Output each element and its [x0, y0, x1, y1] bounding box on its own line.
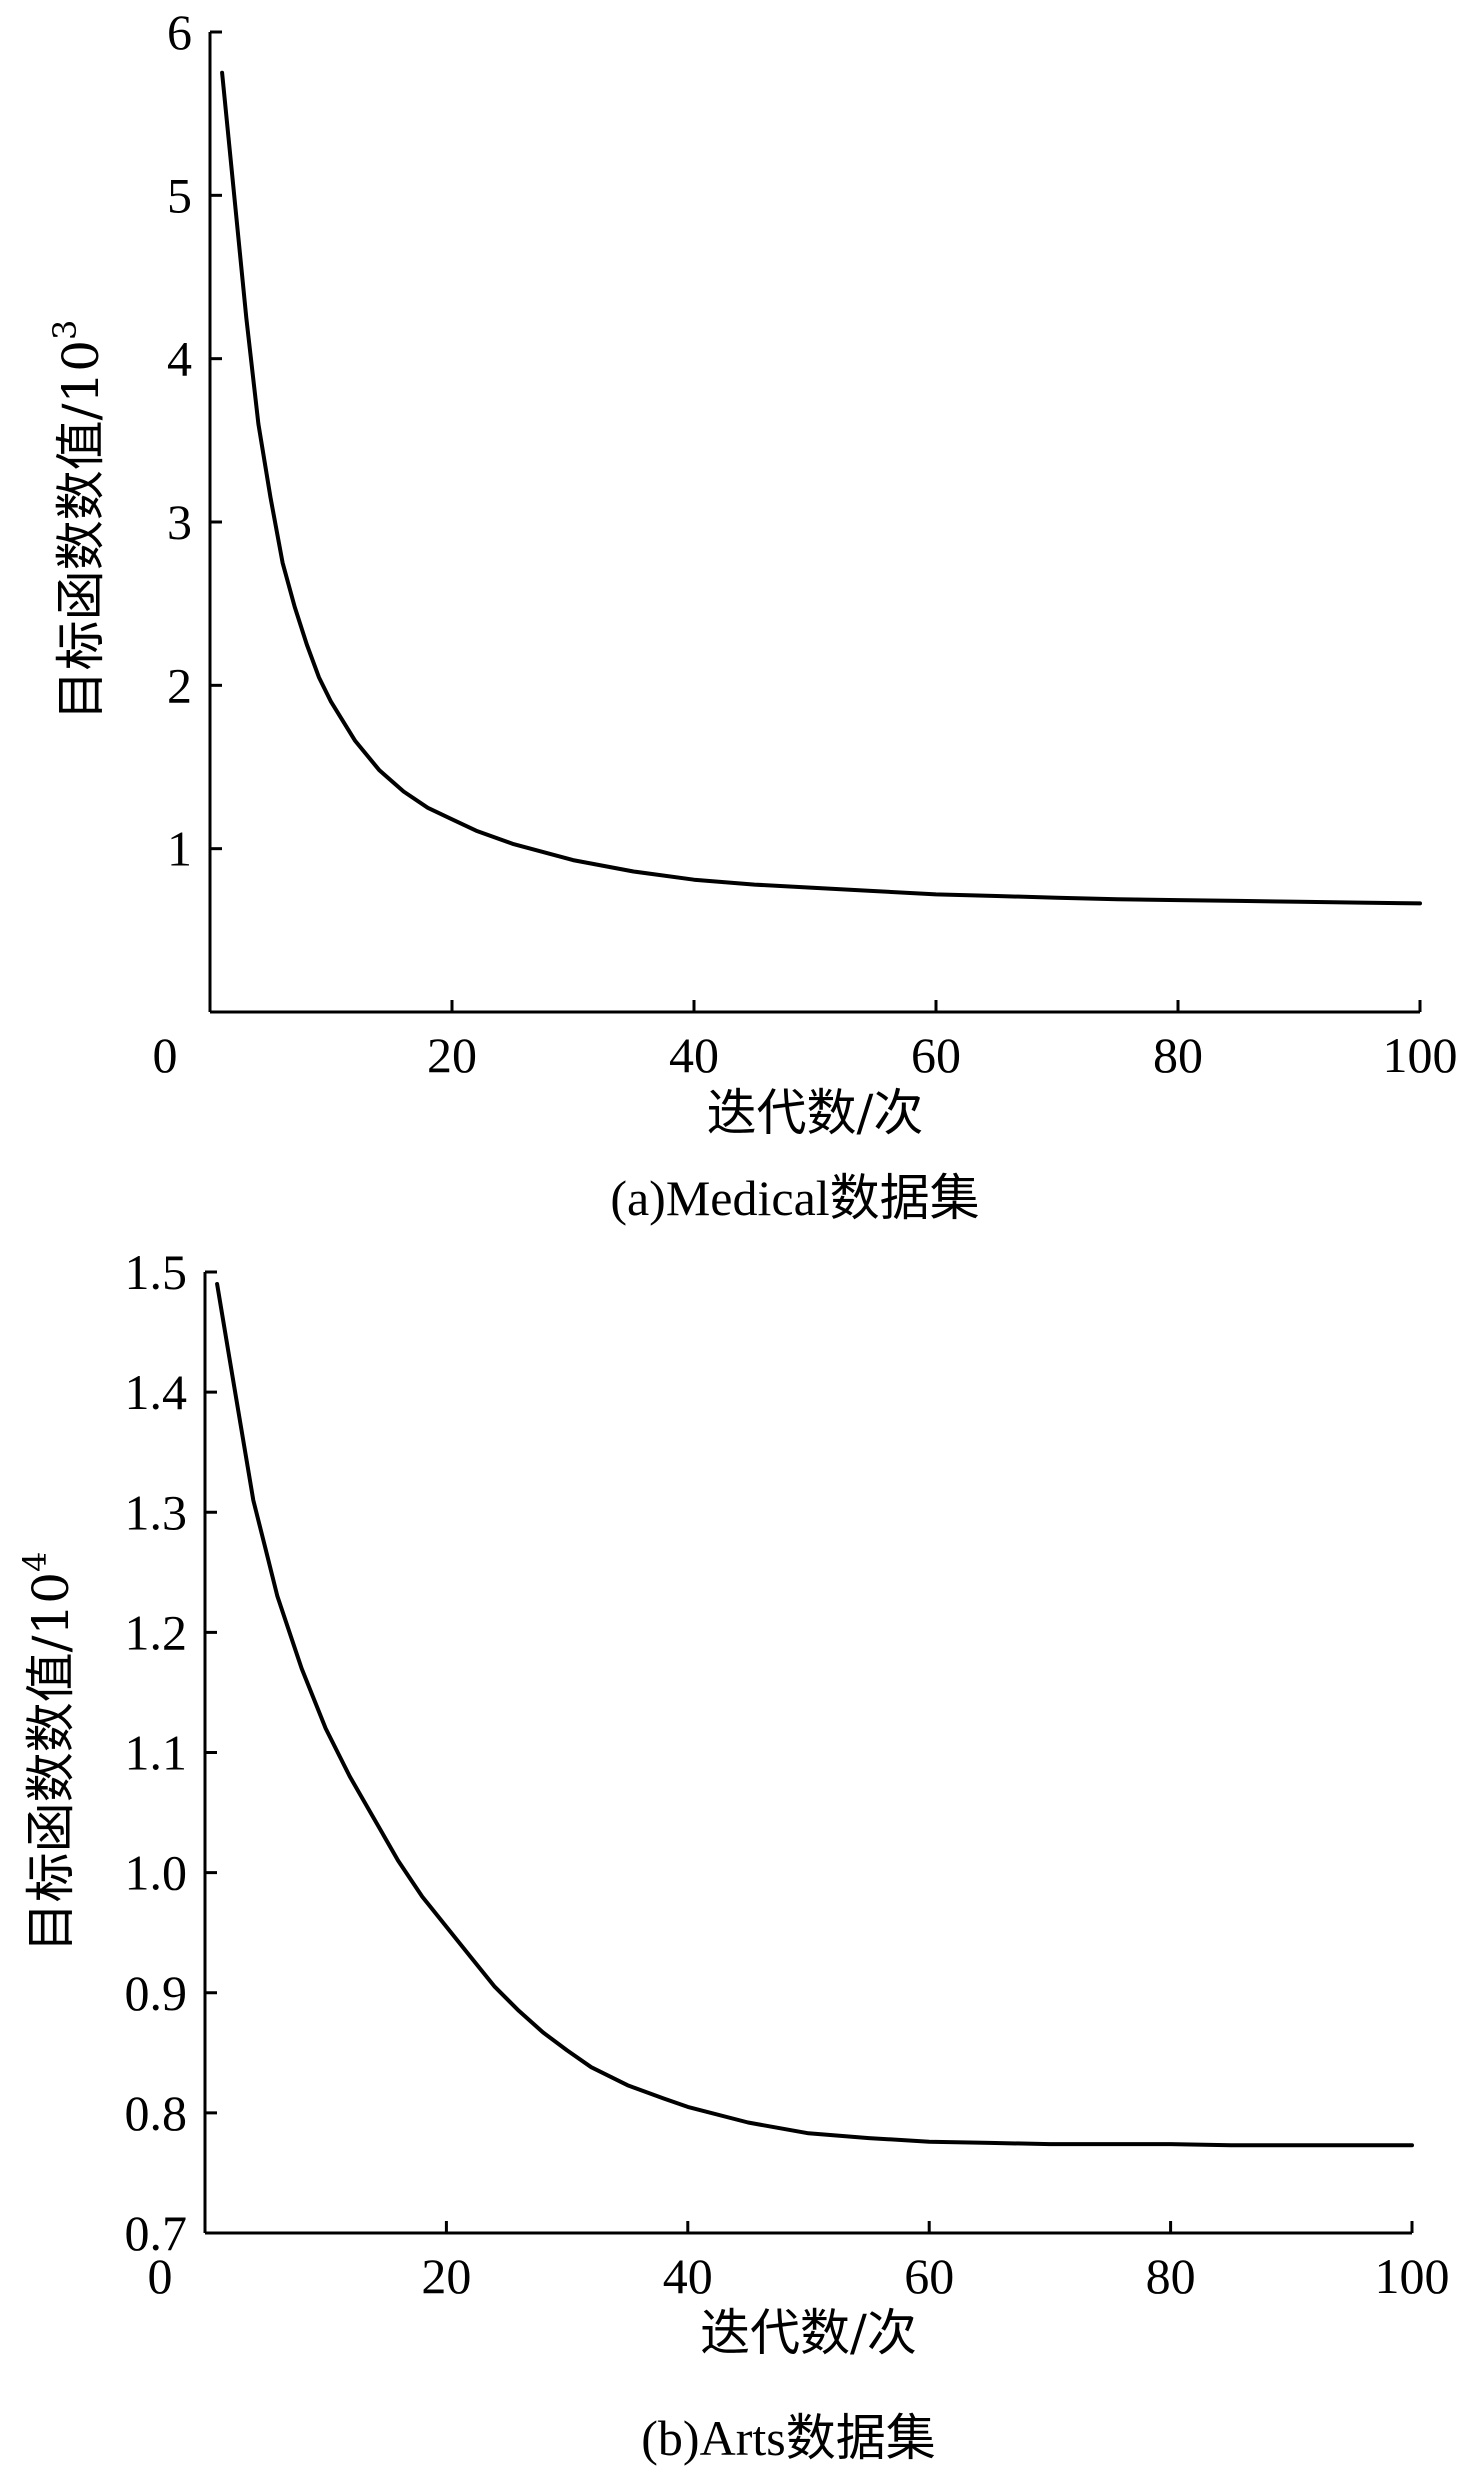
x-tick-label: 40 — [669, 1027, 719, 1083]
y-tick-label: 0.8 — [125, 2085, 188, 2141]
y-tick-label: 1.4 — [125, 1364, 188, 1420]
x-ticks: 0 20 40 60 80 100 — [148, 2221, 1450, 2304]
x-tick-label: 0 — [153, 1027, 178, 1083]
y-tick-label: 1.0 — [125, 1845, 188, 1901]
x-axis-title: 迭代数/次 — [700, 2304, 917, 2362]
y-tick-label: 6 — [167, 4, 192, 60]
y-tick-label: 2 — [167, 657, 192, 713]
y-tick-label: 5 — [167, 167, 192, 223]
objective-curve-arts — [215, 1282, 1414, 2148]
x-tick-label: 80 — [1146, 2248, 1196, 2304]
x-tick-label: 40 — [663, 2248, 713, 2304]
objective-curve-medical — [220, 70, 1422, 906]
x-tick-label: 100 — [1383, 1027, 1458, 1083]
y-ticks: 1 2 3 4 5 6 — [167, 4, 222, 877]
y-axis-title: 目标函数数值/104 — [16, 1552, 80, 1953]
y-ticks: 0.7 0.8 0.9 1.0 1.1 1.2 1.3 1.4 1.5 — [125, 1244, 217, 2261]
x-tick-label: 0 — [148, 2248, 173, 2304]
y-tick-label: 1.3 — [125, 1484, 188, 1540]
y-tick-label: 3 — [167, 494, 192, 550]
x-tick-label: 80 — [1153, 1027, 1203, 1083]
panel-caption: (b)Arts数据集 — [641, 2410, 935, 2466]
y-tick-label: 1.2 — [125, 1604, 188, 1660]
x-tick-label: 20 — [421, 2248, 471, 2304]
x-axis-title: 迭代数/次 — [707, 1084, 924, 1142]
y-tick-label: 4 — [167, 331, 192, 387]
y-tick-label: 0.9 — [125, 1965, 188, 2021]
x-tick-label: 60 — [911, 1027, 961, 1083]
x-tick-label: 60 — [904, 2248, 954, 2304]
x-ticks: 0 20 40 60 80 100 — [153, 1000, 1458, 1083]
y-tick-label: 1.1 — [125, 1725, 188, 1781]
x-tick-label: 100 — [1375, 2248, 1450, 2304]
chart-panel-medical: 1 2 3 4 5 6 0 20 40 60 80 100 迭代数/次 目标函数数值/103 (a)… — [46, 4, 1458, 1226]
chart-panel-arts: 0.7 0.8 0.9 1.0 1.1 1.2 1.3 1.4 1.5 0 20 40 60 80 100… — [16, 1244, 1450, 2466]
panel-caption: (a)Medical数据集 — [610, 1170, 979, 1226]
y-tick-label: 1.5 — [125, 1244, 188, 1300]
y-tick-label: 0.7 — [125, 2205, 188, 2261]
x-tick-label: 20 — [427, 1027, 477, 1083]
y-tick-label: 1 — [167, 821, 192, 877]
y-axis-title: 目标函数数值/103 — [46, 320, 110, 721]
